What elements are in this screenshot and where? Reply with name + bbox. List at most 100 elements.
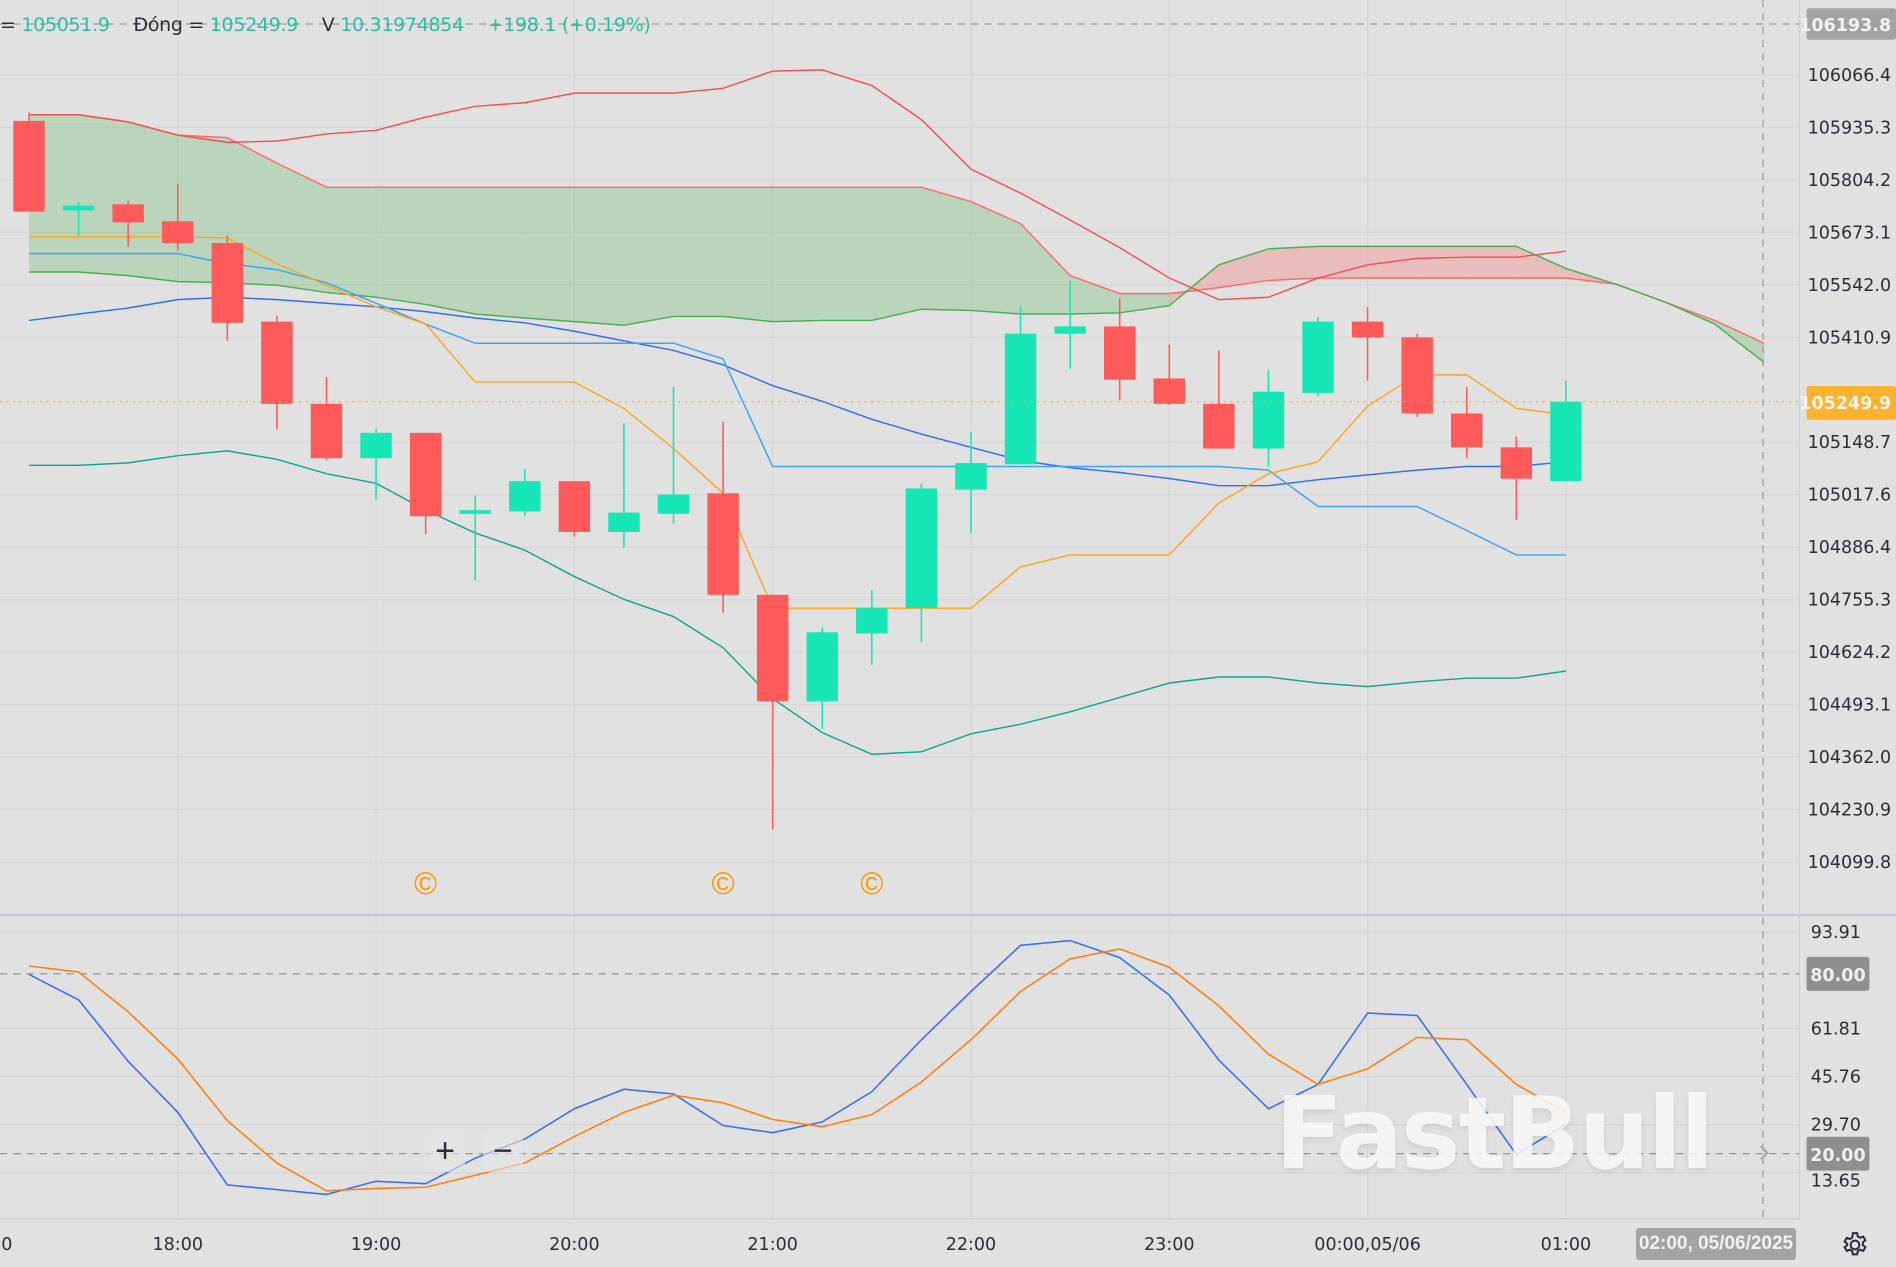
crosshair-price-badge: [1806, 8, 1896, 40]
scroll-right-button[interactable]: ›: [1758, 1132, 1770, 1170]
candle-body: [409, 432, 442, 517]
cloud-segment: [326, 187, 377, 298]
crosshair-time-label: 02:00, 05/06/2025: [1636, 1228, 1796, 1260]
cloud-segment: [128, 121, 178, 282]
cloud-span-red: [29, 114, 1765, 344]
candle-body: [1401, 337, 1433, 414]
candle-body: [707, 493, 739, 595]
price-tick-label: 106066.4: [1808, 66, 1892, 86]
candle-body: [756, 594, 789, 702]
candle: [1302, 316, 1334, 397]
candle-body: [558, 481, 591, 532]
candle-body: [261, 321, 293, 404]
candle: [211, 235, 244, 341]
cloud-segment: [723, 187, 773, 322]
volume-value: 10.31974854: [340, 14, 464, 36]
time-tick-label: 0: [1, 1235, 12, 1255]
cloud-segment: [1218, 248, 1269, 288]
candle-body: [905, 488, 938, 609]
candle: [310, 377, 343, 461]
candle: [112, 200, 144, 247]
candle: [756, 594, 789, 830]
zoom-out-button[interactable]: −: [483, 1132, 523, 1172]
event-marker-icon: ©: [414, 867, 437, 902]
candle-body: [1153, 378, 1185, 404]
candle-body: [806, 632, 838, 702]
candle-body: [112, 204, 144, 223]
cloud-segment: [276, 163, 327, 293]
close-label: Đóng =: [133, 14, 205, 36]
candle: [1103, 298, 1136, 401]
candle-body: [1302, 321, 1334, 393]
open-value: 105051.9: [21, 14, 110, 36]
cloud-segment: [921, 187, 971, 311]
time-tick-label: 18:00: [153, 1235, 203, 1255]
cloud-segment: [1020, 223, 1071, 315]
cloud-segment: [425, 187, 476, 315]
last-price-label: 105249.9: [1799, 394, 1891, 414]
zoom-in-button[interactable]: +: [425, 1132, 465, 1172]
cloud-segment: [673, 187, 724, 317]
candle: [955, 431, 987, 534]
settings-gear-icon[interactable]: [1840, 1230, 1870, 1260]
cloud-segment: [1516, 246, 1566, 279]
event-marker-icon: ©: [860, 867, 883, 902]
candle-body: [1451, 413, 1483, 448]
time-tick-label: 20:00: [549, 1235, 599, 1255]
cloud-segment: [1417, 246, 1467, 279]
price-tick-label: 104230.9: [1808, 801, 1892, 821]
candle-body: [955, 463, 987, 490]
price-tick-label: 104493.1: [1808, 696, 1892, 716]
indicator-line-mid: [28, 296, 1566, 487]
candle: [1351, 307, 1384, 381]
stoch-level-label: 20.00: [1810, 1146, 1865, 1166]
stoch-tick-label: 61.81: [1811, 1019, 1861, 1039]
price-tick-label: 104362.0: [1808, 748, 1892, 768]
price-tick-label: 105148.7: [1808, 433, 1892, 453]
candle: [707, 421, 739, 613]
candle-body: [1550, 401, 1582, 481]
price-tick-label: 105673.1: [1808, 223, 1892, 243]
price-tick-label: 105542.0: [1808, 276, 1892, 296]
price-tick-label: 105017.6: [1808, 486, 1892, 506]
candle: [509, 469, 541, 517]
event-marker-icon: ©: [712, 867, 735, 902]
candle: [261, 315, 293, 430]
candle: [162, 183, 194, 251]
candle-body: [62, 205, 95, 211]
candle: [905, 483, 938, 642]
candle-body: [1103, 326, 1136, 380]
candle: [608, 423, 640, 548]
candle-body: [211, 242, 244, 323]
candle: [1401, 333, 1433, 418]
candle: [558, 481, 591, 537]
cloud-segment: [1070, 275, 1120, 315]
crosshair-price-label: 106193.8: [1799, 16, 1891, 36]
candle: [409, 432, 442, 535]
candle: [1500, 436, 1533, 520]
candle-body: [13, 120, 45, 212]
cloud-segment: [1318, 246, 1368, 279]
cloud-segment: [772, 187, 823, 322]
candle: [1252, 369, 1285, 467]
candle-body: [509, 481, 541, 512]
candle: [62, 201, 95, 236]
candle: [1550, 380, 1582, 481]
candle: [459, 495, 491, 581]
price-tick-label: 105804.2: [1808, 171, 1892, 191]
candle: [1054, 280, 1086, 369]
cloud-segment: [822, 187, 872, 321]
open-label: =: [0, 14, 16, 36]
candle-body: [1252, 391, 1285, 449]
indicator-line-ma_lower: [29, 450, 1566, 755]
cloud-segment: [970, 201, 1021, 315]
cloud-segment: [623, 187, 674, 326]
candle: [1004, 307, 1037, 465]
cloud-segment: [475, 187, 525, 319]
candle: [360, 429, 392, 500]
cloud-span-green: [29, 245, 1765, 364]
price-tick-label: 105935.3: [1808, 118, 1892, 138]
candle-body: [1054, 326, 1086, 334]
candle-body: [856, 608, 888, 634]
